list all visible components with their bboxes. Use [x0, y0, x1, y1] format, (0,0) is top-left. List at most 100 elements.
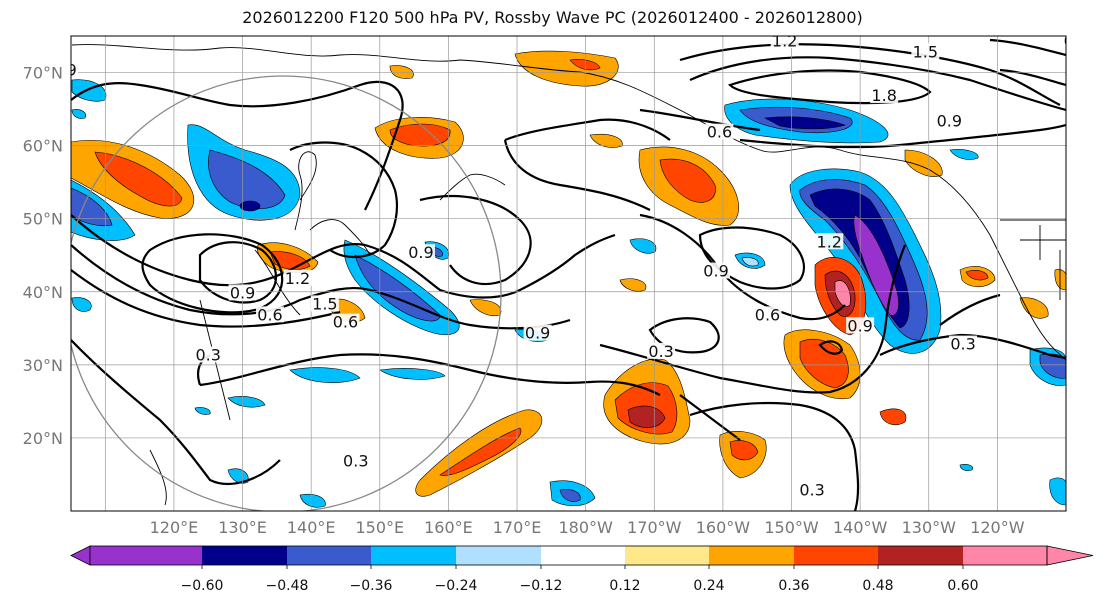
contour-label-bg [647, 342, 676, 359]
anomaly-eastpac-ridge-positive [783, 257, 867, 400]
lon-tick-label: 160°E [424, 518, 473, 537]
colorbar-extend-min [70, 545, 91, 566]
contour-label: 0.9 [1098, 79, 1105, 98]
anomaly-central-pacific-positive [603, 358, 691, 445]
colorbar-swatch [287, 546, 371, 565]
anomaly-eastpac-trough-negative [789, 168, 942, 354]
contour-label: 0.3 [950, 335, 975, 354]
contour-label: 1.2 [817, 232, 842, 251]
lat-tick-label: 30°N [23, 356, 63, 375]
lon-tick-label: 180°W [558, 518, 613, 537]
anomaly-asia-west-positive [71, 139, 195, 219]
lat-tick-label: 60°N [23, 137, 63, 156]
contour-label-bg [228, 284, 257, 301]
map-title: 2026012200 F120 500 hPa PV, Rossby Wave … [242, 8, 863, 27]
lon-tick-label: 130°W [902, 518, 957, 537]
contour-label: 0.9 [847, 316, 872, 335]
contour-label-bg [770, 36, 799, 49]
anomaly-alaska-gulf-positive [638, 146, 739, 226]
contour-label: 0.9 [937, 112, 962, 131]
contour-label-bg [798, 481, 827, 498]
colorbar-swatch [541, 546, 625, 565]
lon-tick-label: 150°E [355, 518, 404, 537]
contour-label: 0.6 [333, 313, 358, 332]
colorbar-swatch [794, 546, 878, 565]
colorbar-tick-label: 0.36 [778, 578, 809, 594]
longitude-axis: 120°E 130°E 140°E 150°E 160°E 170°E 180°W 170°W… [150, 518, 1025, 537]
contour-label: 0.9 [525, 324, 550, 343]
contour-label-bg [911, 43, 940, 60]
contour-label-bg [949, 335, 978, 352]
contour-label: 0.6 [1064, 31, 1089, 50]
colorbar-tick-label: −0.60 [181, 578, 224, 594]
colorbar-swatch [456, 546, 541, 565]
contour-label-bg [753, 306, 782, 323]
contour-label-bg [283, 269, 312, 286]
contour-label: 0.3 [799, 481, 824, 500]
contour-label-bg [194, 346, 223, 363]
pv-contours [71, 38, 1066, 511]
contour-label-bg [310, 295, 339, 312]
colorbar-tick-label: 0.12 [609, 578, 640, 594]
latitude-axis: 70°N 60°N 50°N 40°N 30°N 20°N [23, 64, 63, 448]
lat-tick-label: 40°N [23, 283, 63, 302]
shaded-anomalies [71, 50, 1066, 508]
lon-tick-label: 140°E [287, 518, 336, 537]
colorbar-tick-label: −0.48 [266, 578, 309, 594]
contour-label-bg [702, 262, 731, 279]
contour-label-bg [331, 313, 360, 330]
contour-label: 0.3 [343, 452, 368, 471]
colorbar-frame [89, 545, 1048, 566]
contour-label-bg [406, 244, 435, 261]
contour-label: 1.8 [871, 86, 896, 105]
colorbar-swatch [709, 546, 794, 565]
contour-label: 0.9 [51, 61, 76, 80]
contour-label: 1.2 [285, 269, 310, 288]
anomaly-bering-negative [724, 98, 889, 144]
colorbar-swatch [625, 546, 709, 565]
lon-tick-label: 150°W [764, 518, 819, 537]
colorbar-tick-label: −0.12 [520, 578, 563, 594]
colorbar-tick-label: 0.48 [862, 578, 893, 594]
contour-label: 1.5 [312, 294, 337, 313]
lat-tick-label: 70°N [23, 64, 63, 83]
contour-label: 0.9 [230, 283, 255, 302]
anomaly-japan-negative [187, 124, 301, 221]
contour-label-bg [71, 61, 79, 78]
colorbar-swatch [371, 546, 456, 565]
contour-label: 0.6 [707, 123, 732, 142]
contour-label: 0.6 [755, 305, 780, 324]
lon-tick-label: 120°E [150, 518, 199, 537]
colorbar-tick-label: 0.24 [693, 578, 724, 594]
colorbar-tick-label: 0.60 [947, 578, 978, 594]
colorbar-swatch [963, 546, 1047, 565]
great-circle-ring [71, 75, 502, 511]
contour-label-bg [935, 112, 964, 129]
lon-tick-label: 120°W [970, 518, 1025, 537]
colorbar-swatch [878, 546, 963, 565]
contour-label: 0.9 [703, 262, 728, 281]
lon-tick-label: 170°W [627, 518, 682, 537]
contour-label: 0.3 [648, 342, 673, 361]
contour-label-bg [1097, 80, 1105, 96]
colorbar-extend-max [1046, 545, 1094, 566]
contour-label-bg [341, 452, 370, 469]
contour-label: 1.2 [772, 31, 797, 50]
contour-label-bg [1062, 36, 1066, 49]
contour-label: 0.3 [196, 346, 221, 365]
contour-label-bg [523, 324, 552, 341]
colorbar-tick-label: −0.24 [435, 578, 478, 594]
contour-label-bg [705, 123, 734, 140]
colorbar-swatch [202, 546, 287, 565]
anomaly-asia-west-negative [71, 179, 136, 241]
lon-tick-label: 130°E [218, 518, 267, 537]
contour-label: 1.5 [913, 42, 938, 61]
contour-label-bg [815, 233, 844, 250]
contour-label-bg [870, 87, 899, 104]
colorbar-swatch [90, 546, 202, 565]
gridlines [71, 36, 1066, 511]
contour-label-bg [256, 306, 284, 323]
contour-label: 0.6 [257, 305, 282, 324]
lon-tick-label: 170°E [493, 518, 542, 537]
lon-tick-label: 140°W [833, 518, 888, 537]
